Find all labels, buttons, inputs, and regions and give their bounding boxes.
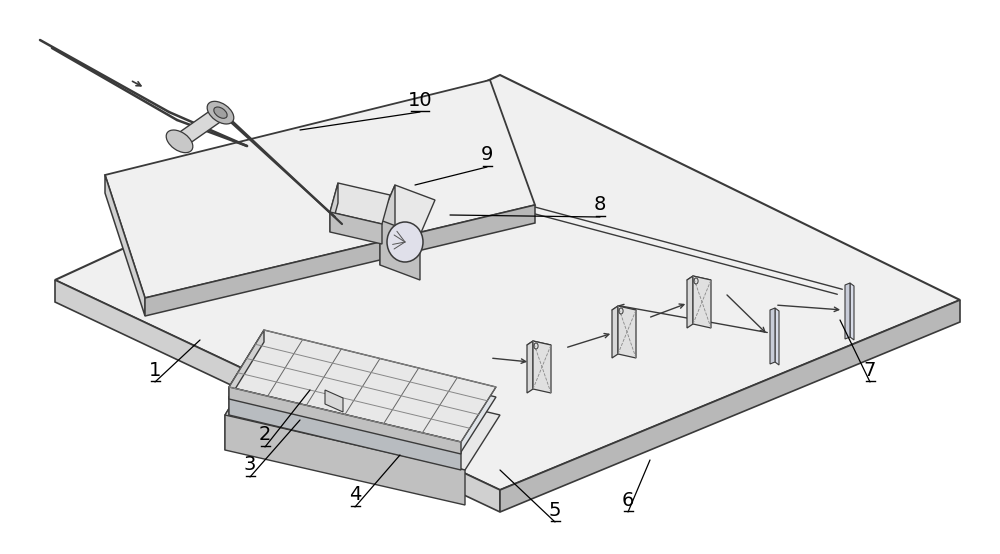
- Polygon shape: [229, 387, 461, 454]
- Ellipse shape: [166, 130, 193, 153]
- Polygon shape: [145, 205, 535, 316]
- Text: 2: 2: [259, 425, 271, 444]
- Polygon shape: [105, 175, 145, 316]
- Polygon shape: [175, 106, 225, 147]
- Polygon shape: [330, 183, 390, 224]
- Polygon shape: [527, 341, 551, 351]
- Polygon shape: [229, 340, 496, 452]
- Polygon shape: [55, 75, 960, 490]
- Polygon shape: [775, 308, 779, 365]
- Polygon shape: [500, 300, 960, 512]
- Polygon shape: [380, 185, 395, 265]
- Polygon shape: [693, 276, 711, 328]
- Polygon shape: [850, 283, 854, 340]
- Text: 3: 3: [244, 455, 256, 474]
- Text: 4: 4: [349, 485, 361, 505]
- Polygon shape: [618, 306, 636, 358]
- Polygon shape: [330, 183, 338, 232]
- Polygon shape: [330, 212, 382, 244]
- Polygon shape: [225, 358, 260, 450]
- Ellipse shape: [387, 222, 423, 262]
- Text: 9: 9: [481, 146, 493, 165]
- Polygon shape: [770, 308, 775, 364]
- Text: 1: 1: [149, 361, 161, 379]
- Ellipse shape: [214, 107, 227, 119]
- Polygon shape: [612, 306, 618, 358]
- Polygon shape: [527, 341, 533, 393]
- Polygon shape: [612, 306, 636, 316]
- Text: 7: 7: [864, 361, 876, 379]
- Text: 5: 5: [549, 500, 561, 520]
- Text: 6: 6: [622, 490, 634, 510]
- Polygon shape: [380, 220, 420, 280]
- Polygon shape: [225, 415, 465, 505]
- Polygon shape: [845, 283, 850, 339]
- Polygon shape: [687, 276, 693, 328]
- Polygon shape: [229, 330, 496, 442]
- Text: 10: 10: [408, 90, 432, 110]
- Ellipse shape: [207, 101, 234, 124]
- Polygon shape: [380, 185, 435, 235]
- Polygon shape: [229, 340, 264, 415]
- Polygon shape: [229, 330, 264, 399]
- Polygon shape: [325, 390, 343, 412]
- Polygon shape: [105, 80, 535, 298]
- Polygon shape: [687, 276, 711, 286]
- Polygon shape: [225, 358, 500, 470]
- Polygon shape: [55, 280, 500, 512]
- Polygon shape: [533, 341, 551, 393]
- Polygon shape: [229, 397, 461, 470]
- Text: 8: 8: [594, 196, 606, 214]
